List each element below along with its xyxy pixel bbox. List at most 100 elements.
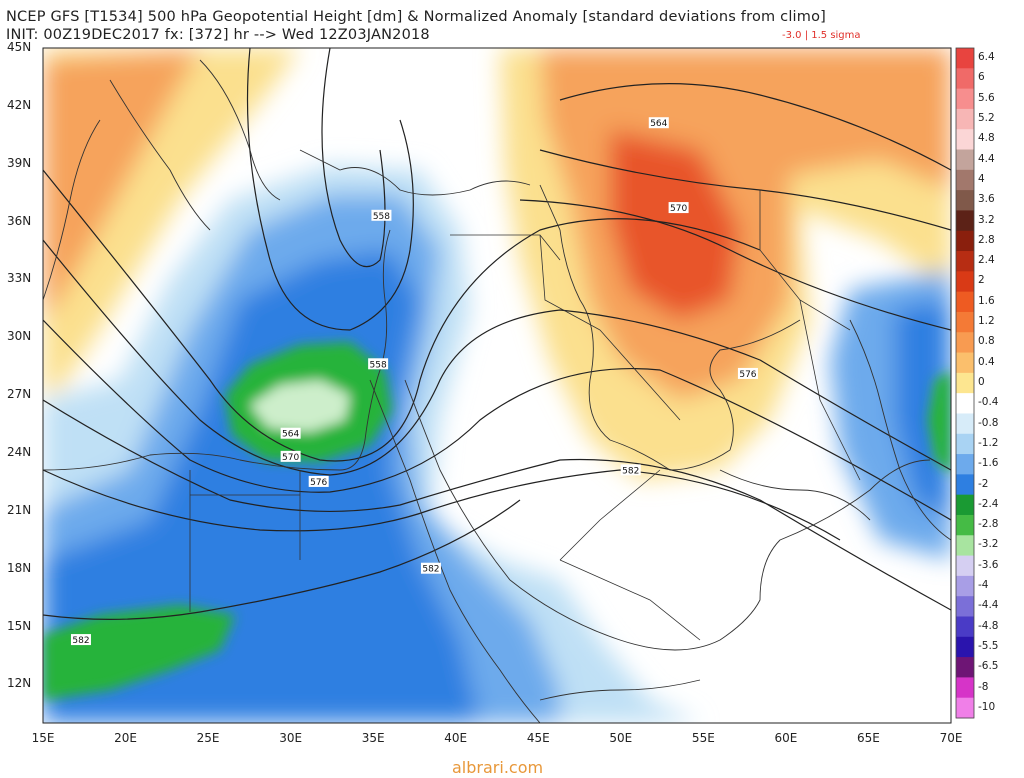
watermark: albrari.com <box>452 758 544 777</box>
colorbar-swatch <box>956 494 974 516</box>
contour-label: 582 <box>72 636 89 646</box>
colorbar-tick-label: -10 <box>978 700 996 713</box>
lon-tick-label: 25E <box>196 731 220 745</box>
colorbar-swatch <box>956 210 974 232</box>
lon-tick-label: 70E <box>939 731 963 745</box>
lat-tick-label: 36N <box>7 213 32 228</box>
colorbar-swatch <box>956 393 974 414</box>
lat-tick-label: 24N <box>7 445 32 459</box>
borders <box>189 190 861 641</box>
colorbar-swatch <box>956 149 974 171</box>
colorbar-tick-label: -5.5 <box>978 639 999 652</box>
colorbar-swatch <box>956 433 974 455</box>
contour-label-bg <box>620 464 641 476</box>
colorbar-tick-label: 0.8 <box>978 335 995 348</box>
colorbar-tick-label: -8 <box>978 680 989 693</box>
contour-label-bg <box>368 358 389 370</box>
colorbar-tick-label: -1.2 <box>978 436 999 449</box>
colorbar-tick-label: -3.2 <box>978 538 999 551</box>
anomaly-legend-note: -3.0 | 1.5 sigma <box>782 30 861 41</box>
colorbar-swatch <box>956 454 974 475</box>
lon-tick-label: 15E <box>31 731 55 745</box>
colorbar-swatch <box>956 514 974 536</box>
lat-tick-label: 15N <box>7 618 32 633</box>
colorbar-tick-label: 6.4 <box>978 51 995 64</box>
contour-label-bg <box>371 209 392 221</box>
colorbar-swatch <box>956 677 974 699</box>
contour-label: 564 <box>282 430 299 440</box>
colorbar-tick-label: 2.4 <box>978 254 995 267</box>
colorbar-swatch <box>956 372 974 394</box>
colorbar-tick-label: 1.6 <box>978 294 995 307</box>
colorbar-tick-label: 2 <box>978 274 985 287</box>
colorbar-tick-label: -6.5 <box>978 660 999 673</box>
colorbar-swatch <box>956 48 974 69</box>
lat-tick-label: 27N <box>7 387 32 402</box>
lat-tick-label: 42N <box>7 97 32 112</box>
contour-label: 582 <box>622 466 639 476</box>
colorbar-tick-label: 1.2 <box>978 315 995 328</box>
colorbar-tick-label: -4.8 <box>978 619 999 632</box>
colorbar-tick-label: -2.8 <box>978 518 999 531</box>
lon-tick-label: 65E <box>857 731 880 745</box>
colorbar-swatch <box>956 535 974 557</box>
colorbar-tick-label: 4.8 <box>978 132 995 145</box>
colorbar-swatch <box>956 311 974 333</box>
contour-label: 558 <box>373 212 390 222</box>
colorbar <box>955 47 975 719</box>
coastlines <box>43 59 951 723</box>
colorbar-swatch <box>956 230 974 252</box>
contour-label-bg <box>420 562 441 574</box>
colorbar-tick-label: 0.4 <box>978 355 995 368</box>
colorbar-tick-label: -3.6 <box>978 558 999 571</box>
colorbar-swatch <box>956 251 974 272</box>
lon-tick-label: 30E <box>279 731 303 745</box>
colorbar-swatch <box>956 68 974 90</box>
contour-label: 570 <box>282 453 299 463</box>
contour-label-bg <box>668 202 689 214</box>
colorbar-tick-label: 5.6 <box>978 91 995 104</box>
lon-tick-label: 45E <box>526 731 550 745</box>
lat-tick-label: 21N <box>7 502 32 517</box>
lat-tick-label: 12N <box>7 676 32 691</box>
colorbar-tick-label: -2 <box>978 477 989 490</box>
colorbar-swatch <box>956 474 974 496</box>
colorbar-swatch <box>956 352 974 374</box>
colorbar-swatch <box>956 291 974 313</box>
contour-label-bg <box>280 427 301 439</box>
colorbar-tick-label: 2.8 <box>978 233 995 246</box>
contour-label: 576 <box>739 370 756 380</box>
colorbar-tick-label: -4.4 <box>978 599 999 612</box>
contour-label-bg <box>737 367 758 379</box>
colorbar-swatch <box>956 169 974 191</box>
colorbar-swatch <box>956 108 974 130</box>
lon-tick-label: 55E <box>691 731 715 745</box>
anomaly-shading: 564 570 558 558 564 570 576 576 582 582 582 <box>43 48 951 723</box>
colorbar-swatch <box>956 129 974 151</box>
init-time-line: INIT: 00Z19DEC2017 fx: [372] hr --> Wed … <box>6 27 430 43</box>
lat-tick-label: 45N <box>7 40 32 54</box>
contour-label-bg <box>280 450 301 462</box>
colorbar-tick-label: -0.8 <box>978 416 999 429</box>
colorbar-swatch <box>956 596 974 617</box>
lat-tick-label: 30N <box>7 329 32 344</box>
colorbar-swatch <box>956 413 974 435</box>
colorbar-tick-label: 0 <box>978 376 985 388</box>
contour-label-bg <box>70 634 91 646</box>
colorbar-swatch <box>956 88 974 110</box>
colorbar-swatch <box>956 697 974 719</box>
contour-label: 576 <box>310 478 327 488</box>
colorbar-swatch <box>956 555 974 577</box>
colorbar-tick-label: 3.6 <box>978 193 995 206</box>
colorbar-tick-label: 4 <box>978 172 985 185</box>
contour-label: 558 <box>370 360 387 370</box>
colorbar-swatch <box>956 271 974 293</box>
colorbar-swatch <box>956 575 974 597</box>
lat-tick-label: 33N <box>7 271 32 286</box>
colorbar-swatch <box>956 616 974 638</box>
lat-tick-label: 18N <box>7 560 32 575</box>
colorbar-swatch <box>956 332 974 354</box>
contour-label: 564 <box>650 119 667 129</box>
contour-label-bg <box>308 475 329 487</box>
lon-tick-label: 40E <box>444 731 468 745</box>
